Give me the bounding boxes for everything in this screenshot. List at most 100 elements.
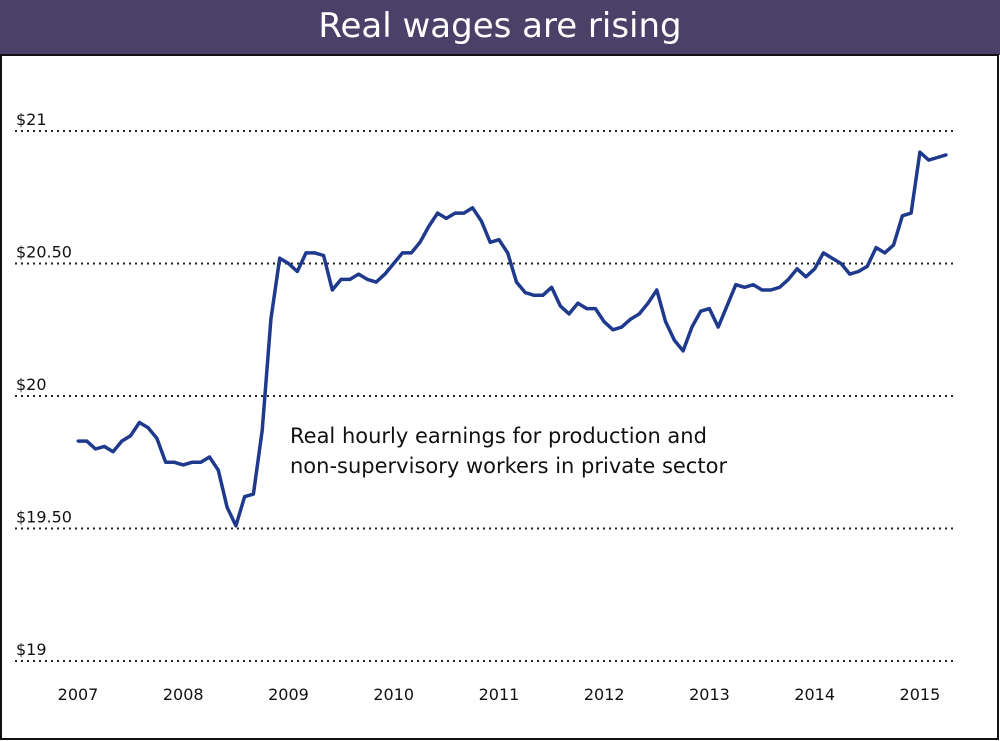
data-point: [269, 317, 273, 321]
data-point: [129, 434, 133, 438]
data-point: [137, 421, 141, 424]
data-point: [322, 254, 326, 258]
chart-title: Real wages are rising: [318, 6, 681, 46]
data-point: [707, 307, 711, 311]
x-tick-label: 2012: [584, 685, 625, 704]
data-point: [927, 158, 931, 162]
data-point: [585, 307, 589, 311]
data-point: [111, 450, 115, 454]
data-point: [251, 492, 255, 496]
data-point: [216, 468, 220, 472]
data-point: [620, 325, 624, 329]
data-point: [558, 304, 562, 308]
y-tick-label: $19: [16, 640, 47, 659]
plot-border: [0, 54, 999, 740]
data-point: [339, 277, 343, 281]
data-point: [383, 272, 387, 276]
data-point: [208, 455, 212, 459]
x-tick-label: 2010: [373, 685, 414, 704]
data-point: [892, 243, 896, 247]
data-point: [444, 216, 448, 220]
data-point: [734, 283, 738, 287]
data-point: [550, 285, 554, 289]
data-point: [567, 312, 571, 316]
x-tick-label: 2011: [479, 685, 520, 704]
data-point: [725, 304, 729, 308]
data-point: [155, 436, 159, 440]
data-point: [629, 317, 633, 321]
data-point: [278, 256, 282, 260]
data-point: [409, 251, 413, 255]
data-point: [523, 291, 527, 295]
data-point: [900, 214, 904, 218]
data-point: [436, 211, 440, 215]
annotation-line-1: Real hourly earnings for production and: [290, 424, 707, 448]
title-bar: [0, 0, 1000, 55]
data-point: [602, 320, 606, 324]
data-point: [760, 288, 764, 292]
data-point: [541, 293, 545, 297]
data-point: [304, 251, 308, 255]
annotation-line-2: non-supervisory workers in private secto…: [290, 454, 727, 478]
data-point: [830, 256, 834, 260]
data-point: [488, 240, 492, 244]
data-point: [146, 426, 150, 430]
data-point: [874, 246, 878, 250]
data-point: [102, 444, 106, 448]
data-point: [181, 463, 185, 467]
data-point: [374, 280, 378, 284]
data-point: [681, 349, 685, 353]
data-point: [611, 328, 615, 332]
data-point: [918, 150, 922, 154]
data-point: [94, 447, 98, 451]
data-point: [471, 206, 475, 210]
data-point: [672, 338, 676, 342]
data-point: [515, 280, 518, 284]
data-point: [225, 505, 229, 509]
x-tick-label: 2008: [163, 685, 204, 704]
data-point: [243, 495, 247, 499]
x-tick-label: 2009: [268, 685, 309, 704]
data-point: [506, 251, 510, 255]
data-point: [839, 262, 843, 265]
data-point: [164, 460, 168, 464]
data-point: [330, 288, 334, 292]
data-point: [593, 307, 597, 311]
data-point: [199, 460, 203, 464]
data-point: [313, 251, 317, 255]
y-tick-label: $20.50: [16, 243, 72, 262]
data-point: [646, 301, 650, 305]
x-tick-label: 2007: [58, 685, 99, 704]
data-point: [716, 325, 720, 329]
data-point: [392, 262, 396, 265]
data-point: [883, 251, 887, 255]
data-point: [699, 309, 703, 313]
data-point: [821, 251, 825, 255]
data-point: [85, 439, 89, 443]
data-point: [857, 269, 861, 273]
data-point: [743, 285, 747, 289]
data-point: [664, 320, 668, 324]
data-point: [462, 211, 466, 215]
data-point: [418, 240, 422, 244]
data-point: [751, 283, 755, 287]
data-point: [655, 288, 659, 292]
data-point: [76, 439, 80, 443]
data-point: [295, 269, 299, 273]
data-point: [497, 238, 501, 242]
data-point: [190, 460, 194, 464]
data-point: [479, 219, 483, 223]
data-point: [348, 277, 352, 281]
data-point: [813, 267, 817, 271]
data-point: [786, 277, 790, 281]
data-point: [234, 524, 238, 528]
data-point: [848, 272, 852, 276]
data-point: [769, 288, 773, 292]
data-point: [576, 301, 580, 305]
data-point: [690, 325, 694, 329]
data-point: [286, 262, 290, 265]
data-point: [120, 439, 124, 443]
data-point: [795, 267, 799, 271]
y-tick-label: $21: [16, 110, 47, 129]
